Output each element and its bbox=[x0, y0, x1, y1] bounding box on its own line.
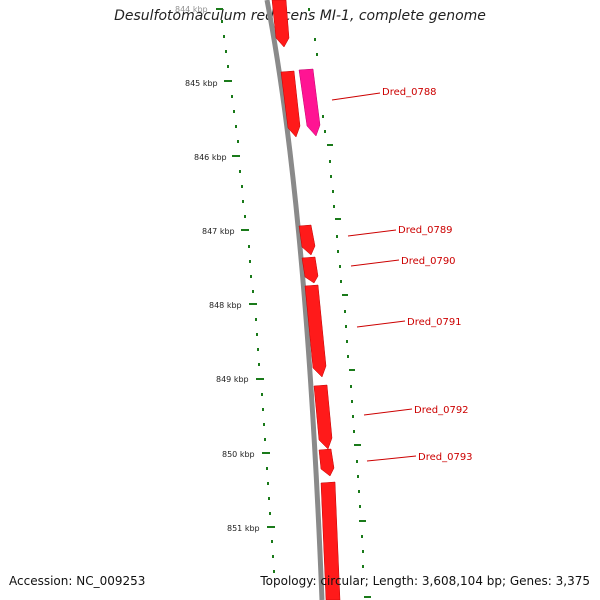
gene-arrow-dred0788-left bbox=[280, 70, 301, 138]
gene-label-dred0792[interactable]: Dred_0792 bbox=[414, 405, 469, 416]
gene-label-dred0789[interactable]: Dred_0789 bbox=[398, 225, 453, 236]
gene-leader-lines bbox=[331, 92, 417, 462]
tick-label-845: 845 kbp bbox=[185, 79, 218, 88]
tick-label-848: 848 kbp bbox=[209, 301, 242, 310]
gene-features bbox=[271, 0, 341, 600]
gene-label-dred0791[interactable]: Dred_0791 bbox=[407, 317, 462, 328]
tick-label-850: 850 kbp bbox=[222, 450, 255, 459]
gene-label-dred0788[interactable]: Dred_0788 bbox=[382, 87, 437, 98]
gene-arrow-dred0789 bbox=[298, 224, 316, 256]
gene-arrow-dred0793 bbox=[318, 448, 335, 477]
gene-arrow-dred0790 bbox=[301, 256, 319, 284]
tick-label-844: 844 kbp bbox=[175, 5, 208, 14]
genome-backbone bbox=[264, 0, 325, 600]
gene-arrow-dred0788 bbox=[298, 68, 321, 137]
tick-label-846: 846 kbp bbox=[194, 153, 227, 162]
tick-label-849: 849 kbp bbox=[216, 375, 249, 384]
right-tick-track bbox=[308, 8, 371, 598]
gene-label-dred0793[interactable]: Dred_0793 bbox=[418, 452, 473, 463]
gene-arrow-dred0792 bbox=[313, 384, 333, 450]
left-tick-track bbox=[216, 8, 275, 573]
gene-label-dred0790[interactable]: Dred_0790 bbox=[401, 256, 456, 267]
gene-arrow-dred0791 bbox=[304, 284, 327, 378]
gene-arrow-bottom bbox=[320, 481, 341, 600]
tick-label-851: 851 kbp bbox=[227, 524, 260, 533]
genome-stats-text: Topology: circular; Length: 3,608,104 bp… bbox=[260, 574, 590, 588]
accession-text: Accession: NC_009253 bbox=[9, 574, 146, 588]
tick-label-847: 847 kbp bbox=[202, 227, 235, 236]
map-title: Desulfotomaculum reducens MI-1, complete… bbox=[114, 8, 486, 24]
gene-arrow-top bbox=[271, 0, 290, 48]
